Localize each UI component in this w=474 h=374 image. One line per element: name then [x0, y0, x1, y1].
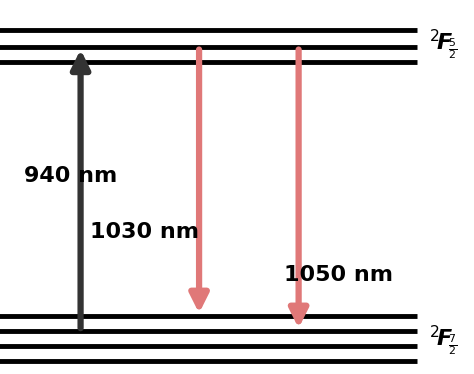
- Text: ${}^2\!\boldsymbol{F}_{\!\frac{7}{2}}$: ${}^2\!\boldsymbol{F}_{\!\frac{7}{2}}$: [429, 323, 458, 358]
- Text: 940 nm: 940 nm: [24, 166, 117, 186]
- Text: 1050 nm: 1050 nm: [284, 265, 393, 285]
- Text: 1030 nm: 1030 nm: [90, 222, 199, 242]
- Text: ${}^2\!\boldsymbol{F}_{\!\frac{5}{2}}$: ${}^2\!\boldsymbol{F}_{\!\frac{5}{2}}$: [429, 28, 458, 62]
